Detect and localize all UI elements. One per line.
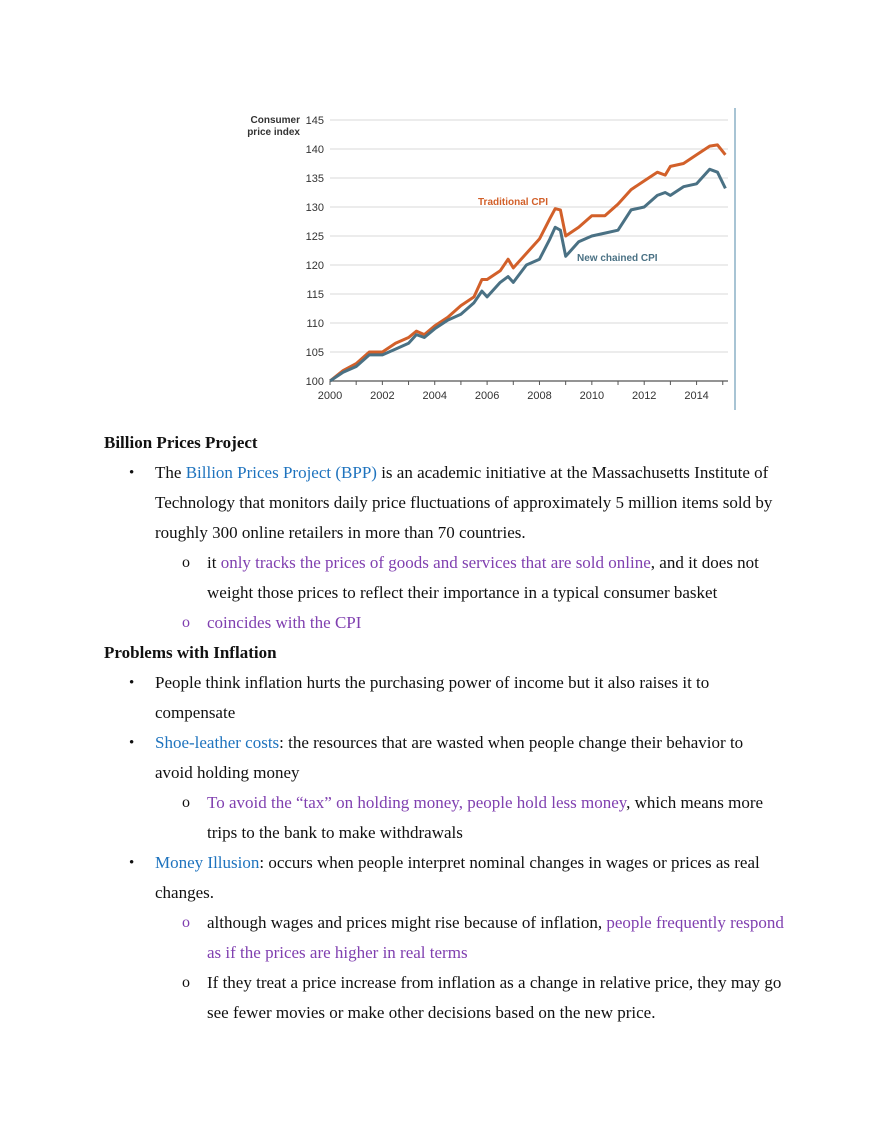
section-title-problems-with-inflation: Problems with Inflation [104, 643, 277, 662]
money-illusion-term: Money Illusion [155, 853, 260, 872]
x-tick-label: 2014 [684, 390, 708, 402]
y-axis-label: Consumer [251, 115, 301, 126]
series-label-new-chained-cpi: New chained CPI [577, 253, 658, 264]
sub-bullet: o [182, 554, 190, 571]
y-tick-label: 145 [306, 115, 324, 127]
inflation-problems-list: • People think inflation hurts the purch… [104, 668, 784, 1028]
bpp-list: • The Billion Prices Project (BPP) is an… [104, 458, 784, 638]
list-item: o To avoid the “tax” on holding money, p… [104, 788, 784, 848]
y-tick-label: 115 [306, 289, 324, 301]
y-tick-label: 125 [306, 231, 324, 243]
y-axis-label-line2: price index [247, 127, 300, 138]
list-item: o it only tracks the prices of goods and… [104, 548, 784, 608]
money-illusion-sublist: o although wages and prices might rise b… [155, 908, 784, 1028]
shoe-leather-sublist: o To avoid the “tax” on holding money, p… [155, 788, 784, 848]
y-tick-label: 140 [306, 144, 324, 156]
list-item: o If they treat a price increase from in… [104, 968, 784, 1028]
x-tick-label: 2000 [318, 390, 342, 402]
list-item: • Money Illusion: occurs when people int… [104, 848, 784, 1028]
bullet: • [129, 855, 135, 871]
y-tick-label: 135 [306, 173, 324, 185]
series-label-traditional-cpi: Traditional CPI [478, 197, 548, 208]
bullet: • [129, 465, 135, 481]
y-tick-label: 100 [306, 376, 324, 388]
shoe-leather-term: Shoe-leather costs [155, 733, 280, 752]
x-axis-ticks: 2000 2002 2004 2006 2008 2010 2012 2014 [318, 381, 724, 402]
list-item: o coincides with the CPI [104, 608, 784, 638]
bpp-sublist: o it only tracks the prices of goods and… [155, 548, 784, 638]
y-tick-label: 130 [306, 202, 324, 214]
x-tick-label: 2012 [632, 390, 656, 402]
bullet: • [129, 735, 135, 751]
series-line-new-chained-cpi [329, 167, 727, 383]
y-tick-label: 120 [306, 260, 324, 272]
sub-bullet: o [182, 794, 190, 811]
x-tick-label: 2004 [422, 390, 446, 402]
y-tick-label: 105 [306, 347, 324, 359]
x-tick-label: 2008 [527, 390, 551, 402]
sub-bullet: o [182, 974, 190, 991]
x-tick-label: 2002 [370, 390, 394, 402]
chart-series [329, 143, 727, 383]
document-body: Billion Prices Project • The Billion Pri… [104, 428, 784, 1028]
x-tick-label: 2010 [580, 390, 604, 402]
list-item: • The Billion Prices Project (BPP) is an… [104, 458, 784, 638]
list-item: • Shoe-leather costs: the resources that… [104, 728, 784, 848]
sub-bullet: o [182, 614, 190, 631]
x-tick-label: 2006 [475, 390, 499, 402]
series-line-traditional-cpi [329, 143, 727, 383]
section-title-billion-prices-project: Billion Prices Project [104, 433, 258, 452]
bullet: • [129, 675, 135, 691]
list-item: o although wages and prices might rise b… [104, 908, 784, 968]
y-tick-label: 110 [306, 318, 324, 330]
sub-bullet: o [182, 914, 190, 931]
y-axis-ticks: 100 105 110 115 120 125 130 135 140 145 [306, 115, 324, 388]
list-item: • People think inflation hurts the purch… [104, 668, 784, 728]
bpp-term: Billion Prices Project (BPP) [185, 463, 377, 482]
